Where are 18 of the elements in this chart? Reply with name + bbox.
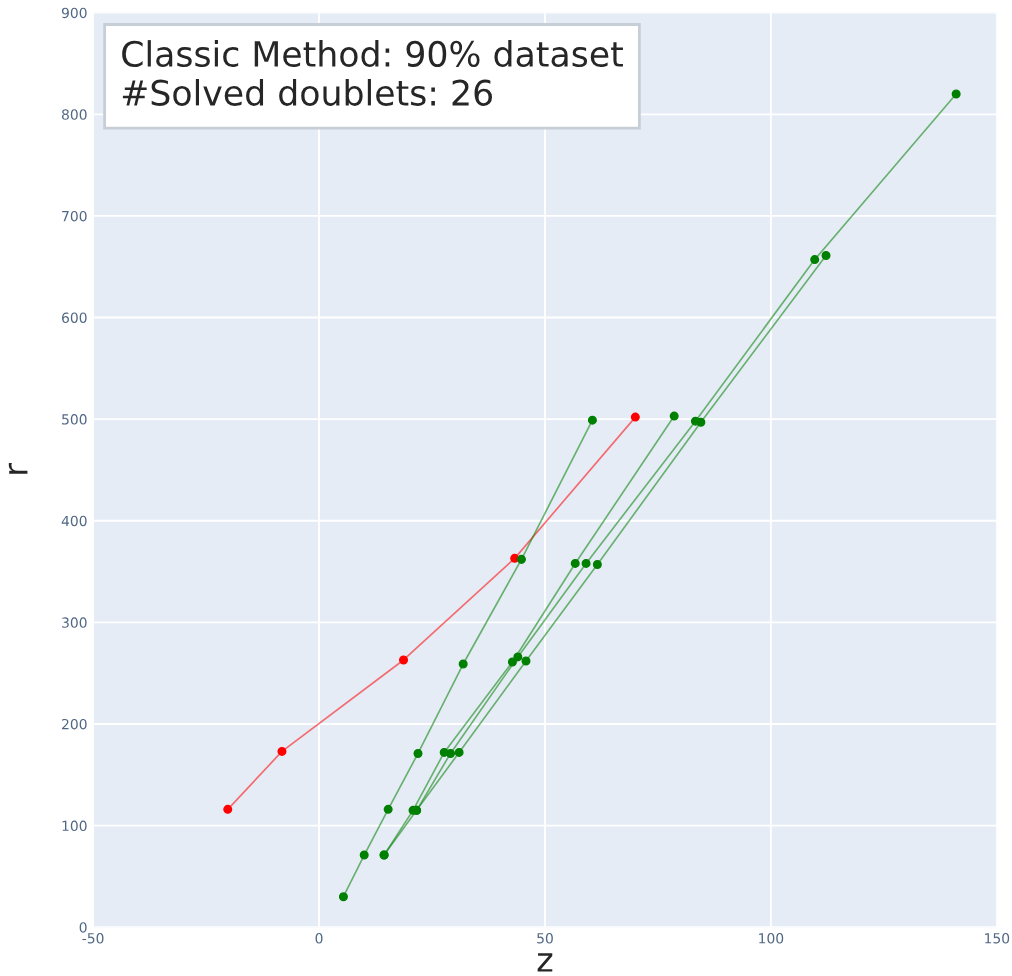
y-tick-label: 800: [61, 109, 87, 120]
y-tick-label: 400: [61, 515, 87, 527]
y-tick-label: 900: [61, 7, 87, 19]
y-tick-label: 500: [62, 414, 87, 425]
y-tick-label: 300: [62, 617, 87, 628]
y-axis-title: r: [8, 463, 28, 474]
x-tick-label: 150: [985, 933, 1010, 944]
x-tick-label: 100: [759, 933, 784, 944]
x-tick-label: -50: [82, 933, 104, 944]
y-tick-label: 600: [62, 312, 87, 323]
y-tick-label: 700: [62, 210, 87, 222]
y-tick-label: 200: [62, 718, 87, 730]
y-tick-label: 100: [62, 820, 87, 832]
x-tick-label: 50: [537, 933, 553, 944]
y-tick-label: 0: [79, 922, 87, 933]
x-tick-label: 0: [315, 933, 323, 944]
x-axis-title: z: [537, 953, 553, 972]
annotation: Classic Method: 90% dataset #Solved doublets: 26: [122, 40, 623, 106]
